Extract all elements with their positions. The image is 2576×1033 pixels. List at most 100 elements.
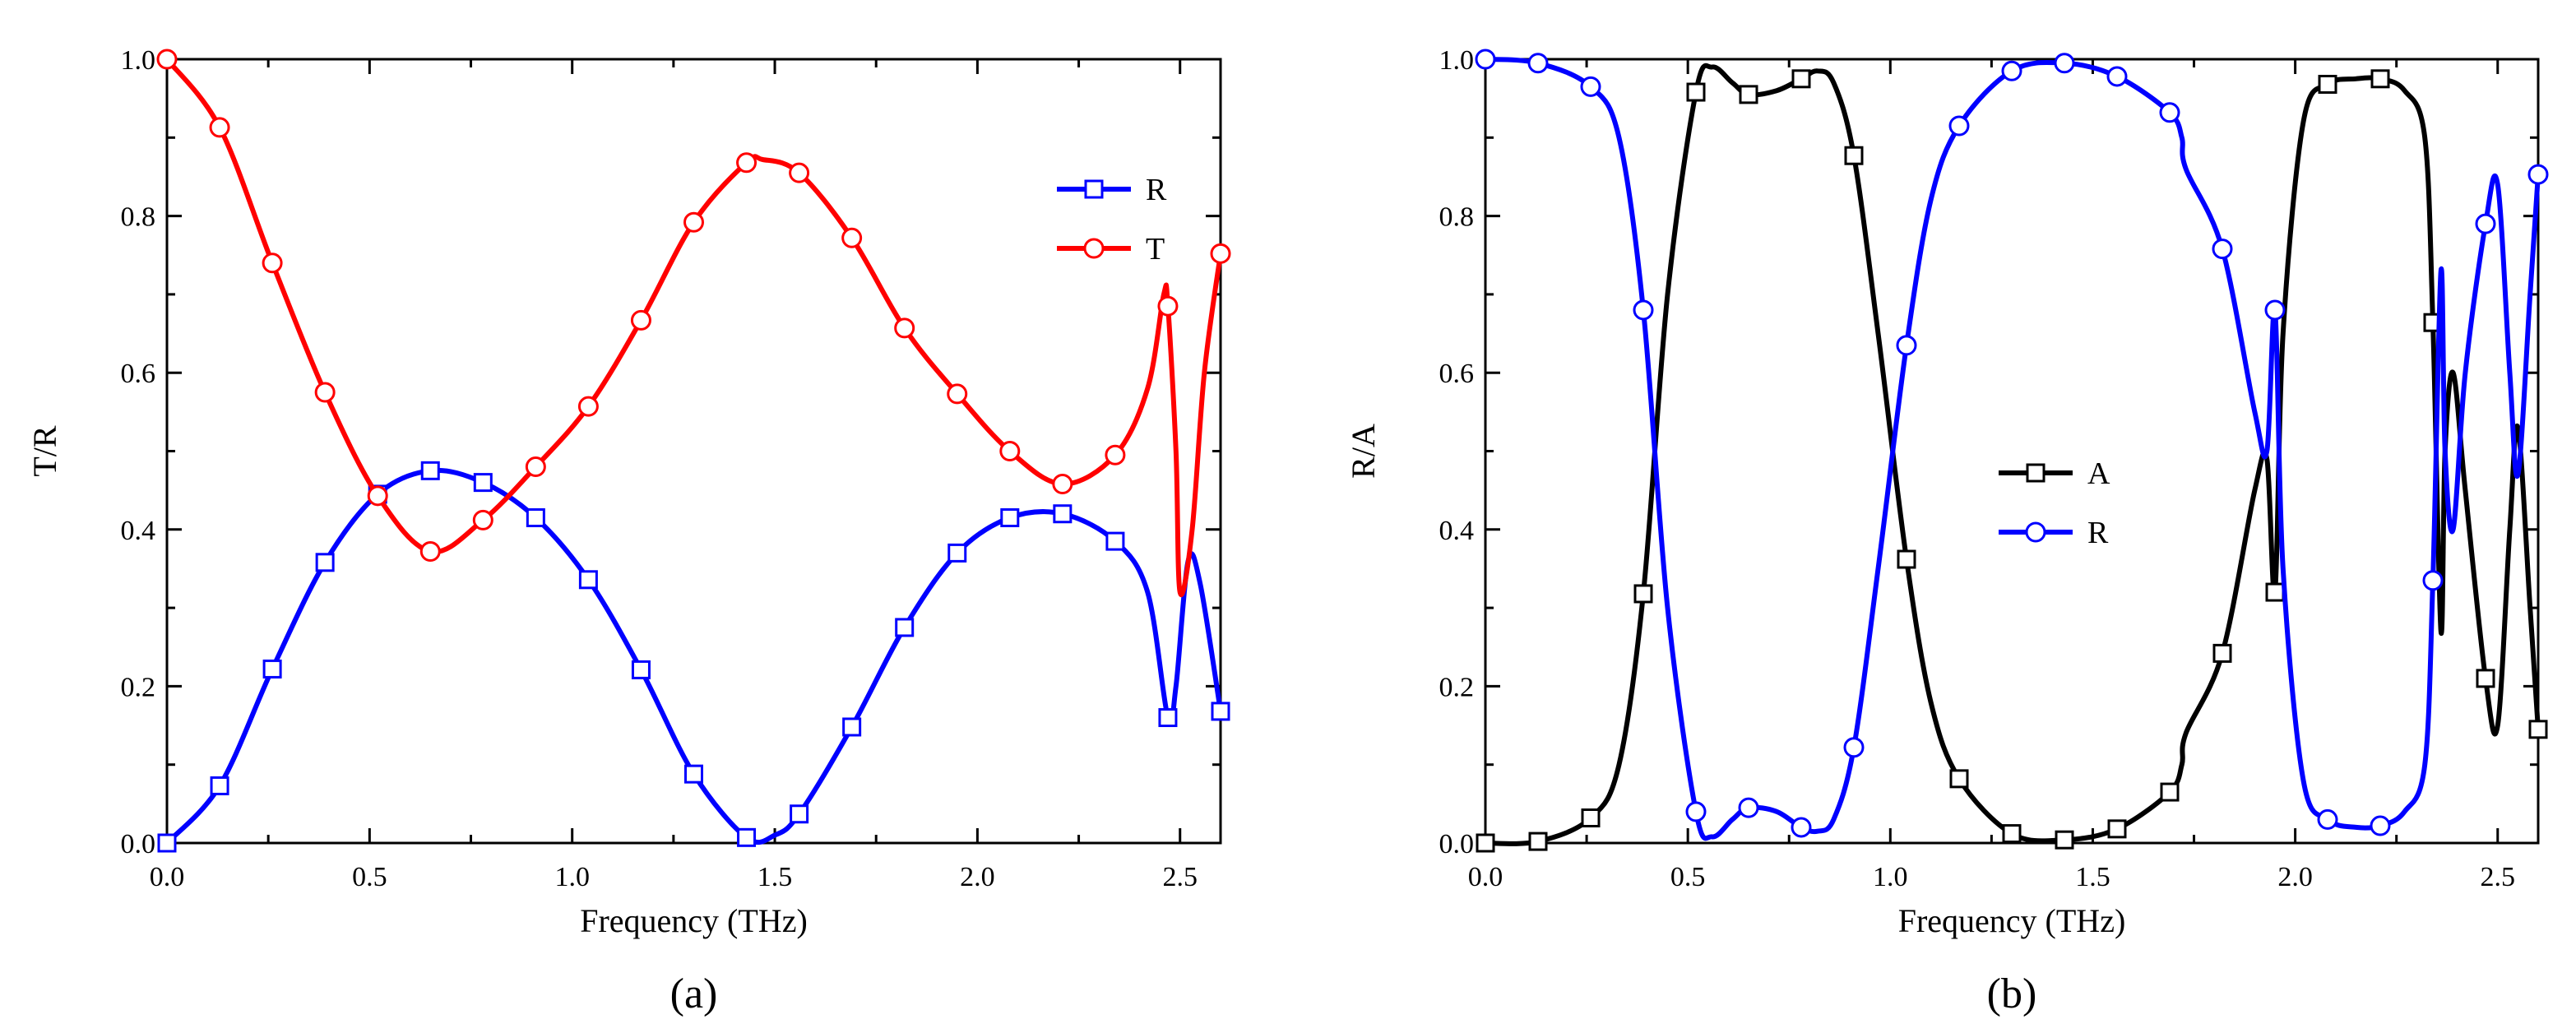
marker-A	[2212, 643, 2232, 663]
marker-T	[209, 117, 230, 138]
legend-marker-R	[1084, 179, 1104, 199]
marker-R	[1791, 817, 1812, 838]
marker-A	[1844, 146, 1864, 165]
y-tick-label: 0.6	[1439, 359, 1475, 389]
legend-label-R: R	[1146, 173, 1167, 207]
y-axis-label: T/R	[26, 425, 63, 477]
marker-A	[1791, 69, 1811, 89]
marker-R	[737, 827, 757, 847]
series-line-R	[1485, 57, 2541, 841]
marker-T	[262, 252, 283, 274]
marker-T	[156, 49, 178, 70]
marker-A	[2528, 720, 2548, 739]
plot-frame	[1484, 58, 2540, 845]
marker-R	[315, 553, 335, 572]
marker-A	[2055, 830, 2074, 850]
marker-R	[2422, 570, 2444, 591]
y-tick-label: 1.0	[121, 45, 156, 76]
marker-R	[1896, 335, 1917, 356]
marker-T	[789, 162, 810, 183]
marker-R	[1527, 53, 1549, 74]
marker-R	[1948, 115, 1970, 137]
legend-marker-A	[2026, 463, 2046, 483]
legend-label-R: R	[2087, 516, 2109, 550]
marker-T	[999, 441, 1021, 461]
marker-R	[2001, 60, 2022, 81]
legend-label-A: A	[2087, 456, 2110, 491]
marker-R	[578, 570, 598, 590]
y-axis-label: R/A	[1345, 424, 1382, 479]
marker-R	[1738, 797, 1759, 818]
marker-T	[1157, 295, 1179, 317]
marker-T	[841, 227, 863, 248]
marker-R	[262, 659, 282, 679]
marker-T	[894, 317, 915, 339]
marker-A	[2476, 669, 2495, 688]
marker-T	[1052, 474, 1073, 495]
marker-R	[2370, 815, 2391, 836]
marker-R	[1475, 49, 1496, 70]
marker-R	[895, 618, 915, 637]
x-axis-label: Frequency (THz)	[580, 902, 808, 939]
marker-A	[1686, 82, 1706, 102]
y-tick-label: 1.0	[1439, 45, 1475, 76]
marker-R	[1633, 299, 1654, 321]
marker-R	[2106, 66, 2128, 87]
marker-T	[472, 509, 493, 530]
y-tick-label: 0.4	[121, 516, 156, 546]
x-tick-label: 1.0	[554, 862, 590, 892]
marker-R	[947, 543, 967, 563]
panel-label: (b)	[1987, 970, 2037, 1017]
marker-R	[1843, 737, 1865, 758]
marker-R	[631, 660, 651, 679]
marker-T	[314, 382, 336, 403]
marker-A	[1476, 833, 1495, 853]
y-tick-label: 0.2	[1439, 672, 1475, 702]
marker-T	[736, 152, 758, 174]
marker-R	[2054, 53, 2075, 74]
marker-A	[1897, 549, 1916, 569]
marker-R	[790, 804, 809, 824]
marker-R	[2264, 299, 2286, 321]
x-tick-label: 2.0	[2277, 862, 2313, 892]
marker-R	[2212, 239, 2233, 260]
marker-R	[1580, 76, 1601, 97]
y-tick-label: 0.2	[121, 672, 156, 702]
marker-R	[1105, 531, 1125, 551]
y-tick-label: 0.8	[121, 202, 156, 233]
marker-R	[1053, 504, 1073, 524]
x-tick-label: 2.5	[2481, 862, 2516, 892]
x-tick-label: 1.0	[1873, 862, 1908, 892]
marker-R	[842, 717, 862, 737]
series-line-A	[1485, 63, 2541, 846]
x-tick-label: 1.5	[2075, 862, 2110, 892]
legend-marker-T	[1083, 238, 1105, 259]
panel-b: 0.0 0.5 1.0 1.5 2.0 2.5 0.0 0.2 0.4 0.6 0.8 1.0 Freq…	[1345, 45, 2549, 1017]
x-tick-label: 0.5	[1670, 862, 1706, 892]
x-tick-label: 0.0	[150, 862, 185, 892]
marker-A	[2265, 582, 2285, 602]
marker-R	[2527, 164, 2549, 185]
marker-A	[2318, 74, 2337, 94]
marker-T	[1105, 444, 1126, 466]
marker-R	[526, 508, 545, 528]
x-tick-label: 0.5	[352, 862, 387, 892]
marker-R	[2317, 808, 2338, 830]
marker-R	[210, 776, 229, 795]
marker-T	[630, 309, 651, 331]
marker-A	[1633, 584, 1653, 604]
marker-T	[1210, 243, 1231, 264]
y-tick-label: 0.6	[121, 359, 156, 389]
panel-label: (a)	[670, 970, 718, 1017]
y-tick-label: 0.0	[1439, 829, 1475, 859]
x-tick-label: 1.5	[758, 862, 793, 892]
x-tick-label: 0.0	[1468, 862, 1503, 892]
marker-T	[577, 396, 599, 417]
marker-A	[1949, 769, 1969, 789]
marker-R	[1211, 702, 1230, 721]
marker-R	[1158, 708, 1178, 728]
marker-A	[1528, 831, 1548, 851]
panel-a: 0.0 0.5 1.0 1.5 2.0 2.5 0.0 0.2 0.4 0.6 0.8 1.0 Freq…	[26, 45, 1231, 1017]
x-tick-label: 2.5	[1162, 862, 1198, 892]
